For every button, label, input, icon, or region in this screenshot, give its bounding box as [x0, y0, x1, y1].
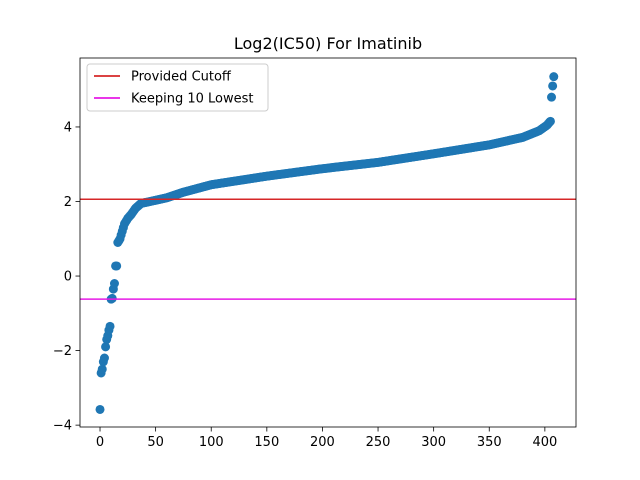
x-tick-label: 100	[199, 435, 224, 450]
data-point	[549, 72, 559, 82]
y-tick-label: −4	[53, 419, 72, 434]
data-point	[101, 342, 111, 352]
plot-area: 0 50 100 150 200 250 300 350 400 −4 −2 0 2 4 Provided …	[53, 57, 577, 450]
y-tick-label: −2	[53, 344, 72, 359]
data-point	[112, 261, 122, 271]
data-point	[105, 321, 115, 331]
legend: Provided Cutoff Keeping 10 Lowest	[86, 63, 269, 112]
data-point	[95, 404, 105, 414]
x-tick-label: 50	[147, 435, 164, 450]
x-tick-label: 400	[532, 435, 557, 450]
y-tick-label: 2	[64, 195, 72, 210]
x-tick-label: 250	[366, 435, 391, 450]
x-tick-label: 150	[254, 435, 279, 450]
data-points	[95, 72, 559, 414]
legend-label: Keeping 10 Lowest	[131, 92, 254, 107]
y-tick-label: 0	[64, 270, 72, 285]
x-tick-label: 0	[96, 435, 104, 450]
data-point	[97, 364, 107, 374]
data-point	[547, 92, 557, 102]
data-point	[548, 81, 558, 91]
y-tick-label: 4	[64, 120, 72, 135]
chart-title: Log2(IC50) For Imatinib	[234, 34, 422, 53]
data-point	[109, 279, 119, 288]
data-point	[99, 353, 109, 363]
x-tick-label: 200	[310, 435, 335, 450]
x-tick-label: 300	[421, 435, 446, 450]
legend-label: Provided Cutoff	[131, 70, 232, 85]
axes-frame	[79, 57, 577, 428]
data-point	[545, 116, 555, 126]
legend-box	[86, 63, 269, 112]
x-tick-label: 350	[477, 435, 502, 450]
